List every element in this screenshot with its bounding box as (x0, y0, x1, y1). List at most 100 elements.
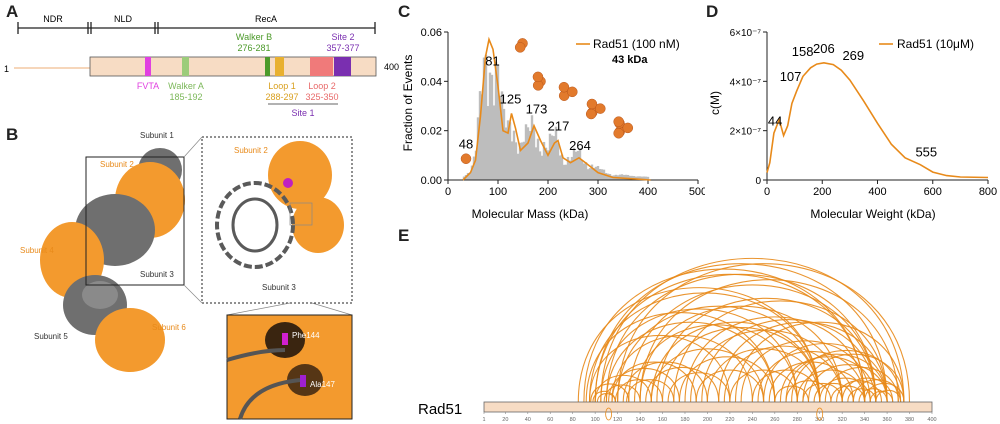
site2-motif (334, 57, 351, 76)
c-x-tick-label: 500 (689, 186, 705, 198)
c-oligomer-sphere (514, 42, 526, 53)
c-legend-label: Rad51 (100 nM) (593, 37, 680, 51)
walker-a-name: Walker A (168, 81, 204, 91)
c-histogram-bar (564, 164, 568, 180)
e-crosslink-arc (605, 274, 877, 403)
zoom-subunit3-ribbon-inner (231, 197, 279, 253)
d-x-tick-label: 0 (764, 186, 770, 198)
e-crosslink-arc (718, 321, 888, 403)
e-tick-label: 100 (591, 417, 600, 423)
c-histogram-bar (526, 127, 530, 180)
e-crosslink-arc (785, 353, 888, 403)
domain-label-reca: RecA (255, 14, 277, 24)
e-crosslink-arc (600, 308, 798, 403)
walker-b-range: 276-281 (237, 43, 270, 53)
e-crosslink-arc (695, 369, 765, 403)
e-tick-label: 200 (703, 417, 712, 423)
e-tick-label: 120 (613, 417, 622, 423)
c-histogram-bar (530, 115, 534, 180)
e-crosslink-arc (600, 258, 905, 403)
c-xlabel: Molecular Mass (kDa) (472, 207, 589, 221)
c-oligomer-sphere (567, 86, 578, 98)
walker-a-motif (182, 57, 189, 76)
walker-a-range: 185-192 (169, 92, 202, 102)
e-crosslink-arc (617, 263, 911, 403)
walker-b-motif (265, 57, 270, 76)
c-histogram-bar (560, 154, 564, 180)
c-histogram-bar (566, 156, 570, 180)
c-histogram-bar (534, 147, 538, 180)
e-crosslink-arc (701, 319, 877, 403)
c-histogram-bar (470, 165, 474, 180)
c-histogram-bar (552, 136, 556, 180)
d-peak-label: 269 (842, 48, 864, 63)
d-y-tick-label: 2×10⁻⁷ (730, 127, 762, 138)
c-peak-label: 173 (526, 102, 548, 117)
e-crosslink-arc (858, 388, 888, 403)
d-x-tick-label: 400 (868, 186, 886, 198)
d-series-line (766, 61, 989, 179)
c-histogram-bar (514, 142, 518, 180)
c-histogram-bar (620, 174, 624, 180)
filament-structure (40, 148, 185, 372)
c-oligomer-sphere (558, 81, 570, 93)
fvta-motif (145, 57, 151, 76)
c-ylabel: Fraction of Events (401, 55, 415, 152)
panel-a-domain-diagram: NDR NLD RecA 1 400 Walker B 276-281 Site… (4, 14, 399, 118)
e-tick-label: 280 (793, 417, 802, 423)
e-tick-label: 80 (570, 417, 576, 423)
e-crosslink-arc (690, 329, 843, 403)
e-crosslink-arc (650, 348, 765, 403)
e-crosslink-arc (734, 321, 905, 403)
e-crosslink-arc (583, 268, 866, 403)
e-highlight-residue (605, 407, 613, 421)
e-tick-label: 180 (680, 417, 689, 423)
phe144-marker (282, 333, 288, 345)
c-histogram-bar (570, 156, 574, 180)
c-histogram-bar (632, 176, 636, 180)
e-crosslink-arc (585, 312, 776, 403)
e-crosslink-arc (626, 379, 675, 403)
e-crosslink-arc (819, 377, 871, 403)
e-plot-area: 1 20 40 60 80 100 120 140 160 180 200 220 240 260 280 3… (482, 258, 937, 423)
e-crosslink-arc (875, 389, 902, 403)
panel-d-auc-chart: 0 200 400 600 800 0 2×10⁻⁷ 4×10⁻⁷ 6×10⁻⁷ 44 107 158… (708, 28, 997, 221)
c-histogram-bar (484, 54, 488, 180)
walker-b-name: Walker B (236, 32, 272, 42)
c-histogram-bar (482, 57, 486, 180)
e-crosslink-arc (852, 379, 902, 403)
c-histogram-bar (642, 176, 646, 180)
d-peak-label: 44 (768, 114, 782, 129)
c-histogram-bar (492, 105, 496, 180)
zoom-guide-2 (311, 302, 353, 316)
c-histogram-bar (508, 122, 512, 180)
c-histogram-bar (576, 151, 580, 180)
d-x-tick-label: 600 (924, 186, 942, 198)
label-subunit5: Subunit 5 (34, 332, 68, 341)
c-histogram-bar (562, 164, 566, 180)
e-crosslink-arc (869, 390, 894, 403)
e-crosslink-arc (757, 350, 866, 403)
c-histogram-bar (580, 160, 584, 180)
fvta-name: FVTA (137, 81, 159, 91)
c-histogram-bar (500, 91, 504, 180)
e-crosslink-arc (611, 334, 753, 403)
c-histogram-bar (490, 74, 494, 180)
backbone-ribbon (226, 348, 301, 420)
zoom-selection-2 (289, 202, 313, 226)
e-crosslink-arc (740, 340, 871, 403)
c-histogram-bar (474, 150, 478, 180)
e-crosslink-arc (836, 380, 883, 403)
e-crosslink-arc (791, 349, 902, 403)
e-crosslink-arc (768, 361, 854, 403)
e-crosslink-arc (774, 385, 810, 403)
c-histogram-bar (598, 168, 602, 180)
site2-range: 357-377 (326, 43, 359, 53)
e-tick-label: 400 (927, 417, 936, 423)
c-histogram-bar (640, 176, 644, 180)
c-histogram-bar (574, 151, 578, 180)
e-crosslink-arc (645, 367, 720, 403)
c-x-tick-label: 200 (539, 186, 557, 198)
label-subunit4: Subunit 4 (20, 246, 54, 255)
panel-letter-b: B (6, 125, 19, 144)
